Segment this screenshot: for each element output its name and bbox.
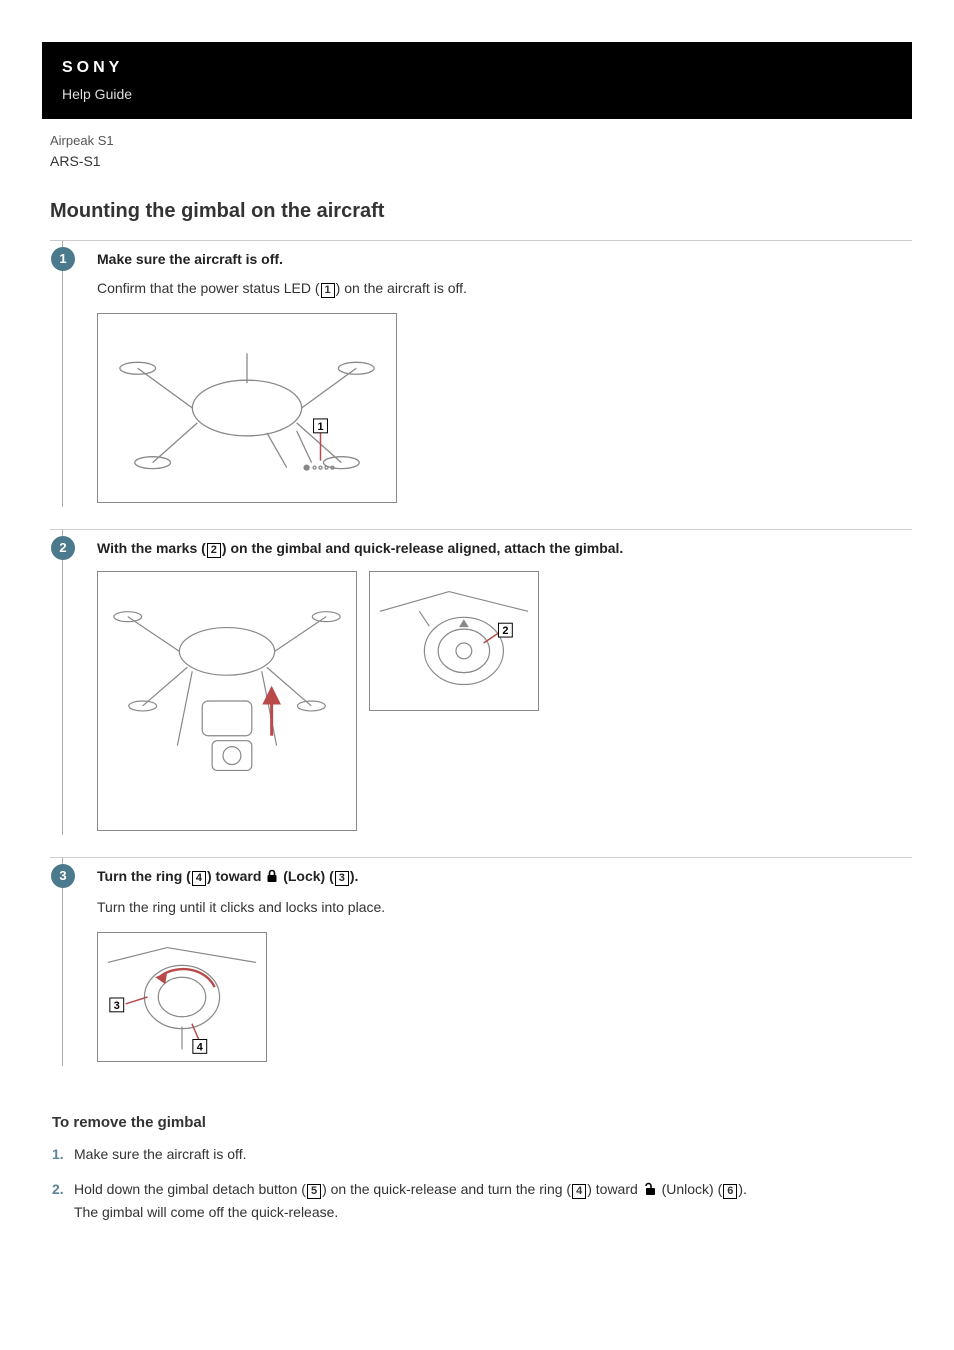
callout-3: 3: [335, 871, 349, 886]
t-c: (Lock) (: [279, 868, 333, 884]
t0: Hold down the gimbal detach button (: [74, 1181, 306, 1197]
remove-section: To remove the gimbal 1. Make sure the ai…: [52, 1112, 912, 1224]
figure-align-closeup: 2: [369, 571, 539, 711]
svg-text:4: 4: [197, 1041, 203, 1053]
header-bar: SONY Help Guide: [42, 42, 912, 119]
svg-text:3: 3: [114, 999, 120, 1011]
ol-text: Hold down the gimbal detach button (5) o…: [74, 1179, 912, 1223]
step-body-post: ) on the aircraft is off.: [336, 280, 467, 296]
step-badge: 3: [51, 864, 75, 888]
brand-logo: SONY: [62, 56, 892, 80]
ol-num: 2.: [52, 1179, 74, 1200]
step-body: Turn the ring until it clicks and locks …: [97, 897, 912, 918]
step-3: 3 Turn the ring (4) toward (Lock) (3). T…: [50, 857, 912, 1088]
ol-num: 1.: [52, 1144, 74, 1165]
list-item: 1. Make sure the aircraft is off.: [52, 1144, 912, 1165]
list-item: 2. Hold down the gimbal detach button (5…: [52, 1179, 912, 1223]
t1: ) on the quick-release and turn the ring…: [322, 1181, 571, 1197]
step-2: 2 With the marks (2) on the gimbal and q…: [50, 529, 912, 857]
figure-aircraft: 1: [97, 313, 397, 503]
remove-title: To remove the gimbal: [52, 1112, 912, 1135]
product-model: ARS-S1: [50, 151, 954, 172]
title-pre: With the marks (: [97, 540, 206, 556]
figure-callout: 1: [317, 420, 323, 432]
figure-gimbal-attach: [97, 571, 357, 831]
callout-4b: 4: [572, 1184, 586, 1199]
page-title: Mounting the gimbal on the aircraft: [50, 196, 954, 226]
title-post: ) on the gimbal and quick-release aligne…: [222, 540, 623, 556]
t2: ) toward: [587, 1181, 641, 1197]
line2: The gimbal will come off the quick-relea…: [74, 1202, 912, 1223]
step-body: Confirm that the power status LED (1) on…: [97, 278, 912, 299]
t4: ).: [738, 1181, 747, 1197]
ol-text: Make sure the aircraft is off.: [74, 1144, 912, 1165]
step-title: Make sure the aircraft is off.: [97, 249, 912, 270]
callout-1: 1: [321, 283, 335, 298]
figure-lock-ring: 3 4: [97, 932, 267, 1062]
step-body-pre: Confirm that the power status LED (: [97, 280, 320, 296]
help-guide-label: Help Guide: [62, 84, 892, 105]
t-a: Turn the ring (: [97, 868, 191, 884]
step-1: 1 Make sure the aircraft is off. Confirm…: [50, 240, 912, 529]
lock-icon: [266, 868, 278, 889]
callout-6: 6: [723, 1184, 737, 1199]
step-title: Turn the ring (4) toward (Lock) (3).: [97, 866, 912, 889]
unlock-icon: [643, 1181, 657, 1202]
t-d: ).: [350, 868, 359, 884]
svg-text:2: 2: [502, 625, 508, 637]
callout-5: 5: [307, 1184, 321, 1199]
step-badge: 1: [51, 247, 75, 271]
figure-row: 2: [97, 567, 912, 835]
t3: (Unlock) (: [658, 1181, 723, 1197]
step-badge: 2: [51, 536, 75, 560]
callout-2: 2: [207, 543, 221, 558]
step-title: With the marks (2) on the gimbal and qui…: [97, 538, 912, 559]
t-b: ) toward: [207, 868, 265, 884]
product-info: Airpeak S1 ARS-S1: [0, 119, 954, 178]
callout-4: 4: [192, 871, 206, 886]
product-name: Airpeak S1: [50, 131, 954, 151]
